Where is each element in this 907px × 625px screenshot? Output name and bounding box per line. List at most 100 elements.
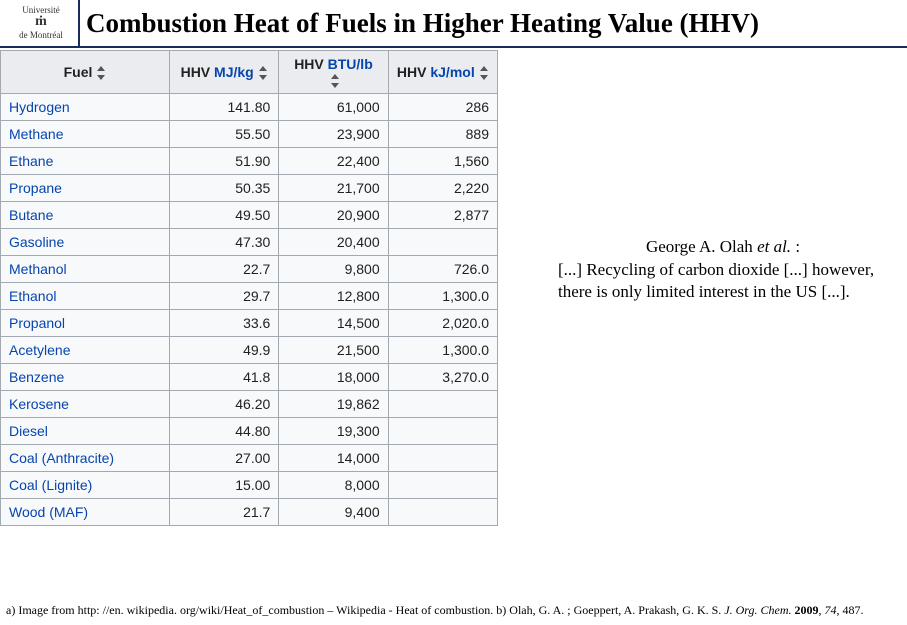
btu-cell: 20,400 <box>279 229 388 256</box>
sort-icon <box>96 66 106 80</box>
fuel-name-cell[interactable]: Propane <box>1 175 170 202</box>
mj-cell: 55.50 <box>169 121 278 148</box>
fuel-name-cell[interactable]: Hydrogen <box>1 94 170 121</box>
mj-cell: 33.6 <box>169 310 278 337</box>
university-logo: Université ṁ de Montréal <box>6 6 76 40</box>
kj-cell <box>388 445 497 472</box>
table-row: Ethane51.9022,4001,560 <box>1 148 498 175</box>
table-row: Benzene41.818,0003,270.0 <box>1 364 498 391</box>
header-label-plain: HHV <box>397 64 430 80</box>
btu-cell: 9,400 <box>279 499 388 526</box>
table-row: Coal (Lignite)15.008,000 <box>1 472 498 499</box>
fuel-name-cell[interactable]: Butane <box>1 202 170 229</box>
mj-cell: 27.00 <box>169 445 278 472</box>
slide-title: Combustion Heat of Fuels in Higher Heati… <box>84 8 759 39</box>
author-name: George A. Olah <box>646 237 757 256</box>
author-etal: et al. <box>757 237 791 256</box>
column-header[interactable]: HHV BTU/lb <box>279 51 388 94</box>
header-label-link: kJ/mol <box>430 64 474 80</box>
kj-cell: 1,300.0 <box>388 283 497 310</box>
slide-header: Université ṁ de Montréal Combustion Heat… <box>0 0 907 48</box>
sort-icon <box>258 66 268 80</box>
kj-cell: 1,300.0 <box>388 337 497 364</box>
kj-cell: 286 <box>388 94 497 121</box>
sort-icon <box>479 66 489 80</box>
kj-cell <box>388 229 497 256</box>
fuel-table-container: FuelHHV MJ/kgHHV BTU/lbHHV kJ/mol Hydrog… <box>0 50 498 526</box>
kj-cell: 726.0 <box>388 256 497 283</box>
fuel-name-cell[interactable]: Diesel <box>1 418 170 445</box>
footnote: a) Image from http: //en. wikipedia. org… <box>6 603 901 617</box>
mj-cell: 22.7 <box>169 256 278 283</box>
btu-cell: 12,800 <box>279 283 388 310</box>
btu-cell: 14,000 <box>279 445 388 472</box>
fuel-name-cell[interactable]: Kerosene <box>1 391 170 418</box>
logo-text-bottom: de Montréal <box>19 31 63 40</box>
fuel-name-cell[interactable]: Propanol <box>1 310 170 337</box>
footnote-volume: 74 <box>825 603 837 617</box>
header-label: Fuel <box>64 64 93 80</box>
table-row: Hydrogen141.8061,000286 <box>1 94 498 121</box>
logo-icon: ṁ <box>35 15 47 29</box>
mj-cell: 49.9 <box>169 337 278 364</box>
content-area: FuelHHV MJ/kgHHV BTU/lbHHV kJ/mol Hydrog… <box>0 48 907 526</box>
header-label-link: BTU/lb <box>328 56 373 72</box>
table-row: Methanol22.79,800726.0 <box>1 256 498 283</box>
mj-cell: 50.35 <box>169 175 278 202</box>
column-header[interactable]: HHV kJ/mol <box>388 51 497 94</box>
quote-body: [...] Recycling of carbon dioxide [...] … <box>558 259 888 302</box>
mj-cell: 47.30 <box>169 229 278 256</box>
sort-icon <box>330 74 340 88</box>
btu-cell: 20,900 <box>279 202 388 229</box>
fuel-name-cell[interactable]: Coal (Anthracite) <box>1 445 170 472</box>
btu-cell: 14,500 <box>279 310 388 337</box>
kj-cell <box>388 418 497 445</box>
header-label-link: MJ/kg <box>214 64 254 80</box>
column-header[interactable]: Fuel <box>1 51 170 94</box>
btu-cell: 8,000 <box>279 472 388 499</box>
fuel-name-cell[interactable]: Methane <box>1 121 170 148</box>
btu-cell: 22,400 <box>279 148 388 175</box>
kj-cell <box>388 472 497 499</box>
kj-cell: 2,020.0 <box>388 310 497 337</box>
mj-cell: 21.7 <box>169 499 278 526</box>
btu-cell: 18,000 <box>279 364 388 391</box>
table-row: Gasoline47.3020,400 <box>1 229 498 256</box>
table-row: Diesel44.8019,300 <box>1 418 498 445</box>
kj-cell: 1,560 <box>388 148 497 175</box>
table-row: Butane49.5020,9002,877 <box>1 202 498 229</box>
mj-cell: 49.50 <box>169 202 278 229</box>
mj-cell: 51.90 <box>169 148 278 175</box>
kj-cell: 2,220 <box>388 175 497 202</box>
btu-cell: 61,000 <box>279 94 388 121</box>
mj-cell: 15.00 <box>169 472 278 499</box>
fuel-name-cell[interactable]: Ethanol <box>1 283 170 310</box>
mj-cell: 44.80 <box>169 418 278 445</box>
kj-cell <box>388 391 497 418</box>
fuel-name-cell[interactable]: Gasoline <box>1 229 170 256</box>
kj-cell: 2,877 <box>388 202 497 229</box>
fuel-name-cell[interactable]: Benzene <box>1 364 170 391</box>
table-row: Propanol33.614,5002,020.0 <box>1 310 498 337</box>
fuel-name-cell[interactable]: Wood (MAF) <box>1 499 170 526</box>
kj-cell: 889 <box>388 121 497 148</box>
fuel-name-cell[interactable]: Coal (Lignite) <box>1 472 170 499</box>
footnote-text: a) Image from http: //en. wikipedia. org… <box>6 603 724 617</box>
table-row: Propane50.3521,7002,220 <box>1 175 498 202</box>
footnote-page: , 487. <box>837 603 864 617</box>
fuel-name-cell[interactable]: Ethane <box>1 148 170 175</box>
mj-cell: 29.7 <box>169 283 278 310</box>
kj-cell <box>388 499 497 526</box>
fuel-name-cell[interactable]: Methanol <box>1 256 170 283</box>
table-row: Methane55.5023,900889 <box>1 121 498 148</box>
author-suffix: : <box>791 237 800 256</box>
btu-cell: 21,700 <box>279 175 388 202</box>
quote-author: George A. Olah et al. : <box>558 236 888 257</box>
column-header[interactable]: HHV MJ/kg <box>169 51 278 94</box>
fuel-name-cell[interactable]: Acetylene <box>1 337 170 364</box>
footnote-journal: J. Org. Chem. <box>724 603 791 617</box>
fuel-hhv-table: FuelHHV MJ/kgHHV BTU/lbHHV kJ/mol Hydrog… <box>0 50 498 526</box>
table-row: Wood (MAF)21.79,400 <box>1 499 498 526</box>
table-row: Kerosene46.2019,862 <box>1 391 498 418</box>
btu-cell: 21,500 <box>279 337 388 364</box>
